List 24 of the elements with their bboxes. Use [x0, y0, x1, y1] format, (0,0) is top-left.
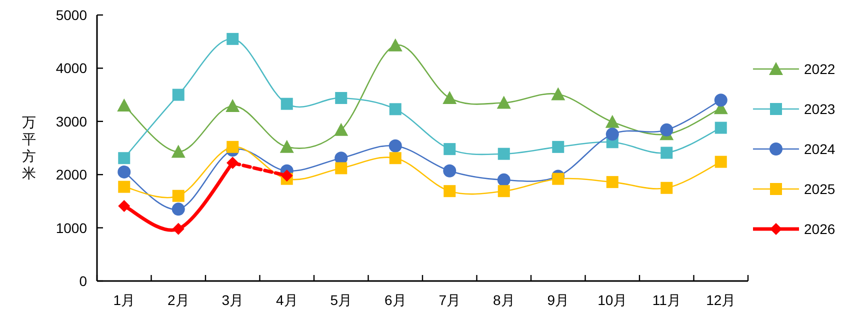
y-axis-title: 万平方米 — [22, 114, 37, 182]
y-tick-label: 5000 — [56, 7, 88, 23]
x-tick-label: 7月 — [438, 292, 461, 308]
x-tick-label: 6月 — [384, 292, 406, 308]
x-tick-label: 9月 — [547, 292, 570, 308]
legend-label: 2024 — [804, 141, 836, 157]
legend-label: 2022 — [804, 61, 836, 77]
x-tick-label: 12月 — [706, 292, 736, 308]
legend-label: 2026 — [804, 221, 836, 237]
x-tick-label: 5月 — [330, 292, 352, 308]
y-tick-label: 0 — [79, 273, 88, 289]
x-tick-label: 2月 — [167, 292, 190, 308]
x-tick-label: 10月 — [598, 292, 628, 308]
x-tick-label: 3月 — [222, 292, 244, 308]
legend-label: 2025 — [804, 181, 836, 197]
y-tick-label: 3000 — [56, 113, 88, 130]
y-tick-label: 2000 — [56, 166, 88, 183]
x-tick-label: 1月 — [113, 292, 136, 308]
x-tick-label: 4月 — [276, 292, 298, 308]
y-tick-label: 4000 — [56, 60, 88, 76]
legend-label: 2023 — [804, 101, 836, 117]
x-tick-label: 11月 — [652, 292, 681, 308]
y-tick-label: 1000 — [56, 220, 88, 236]
x-tick-label: 8月 — [492, 292, 515, 308]
